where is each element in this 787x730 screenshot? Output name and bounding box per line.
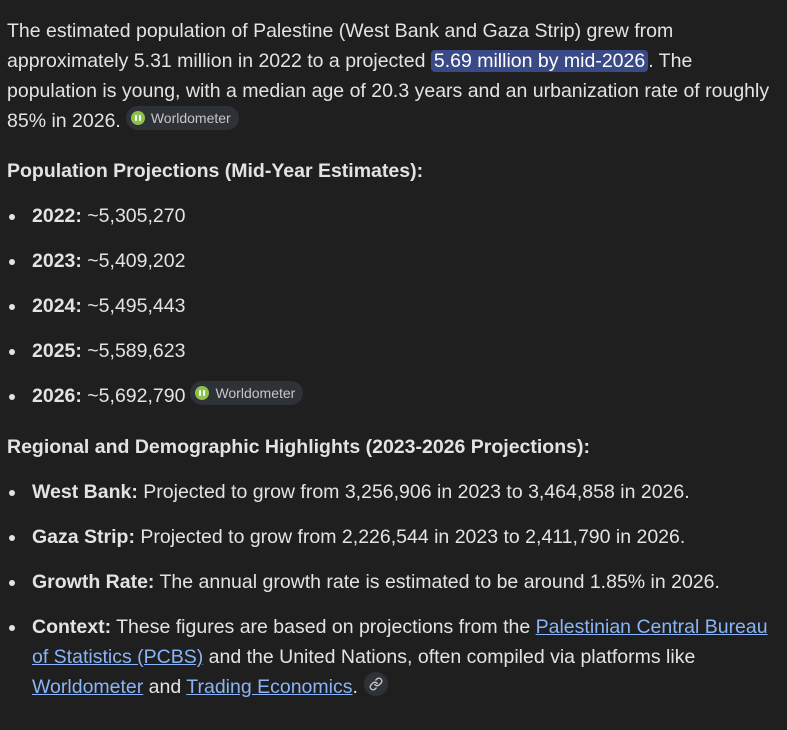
item-text: Projected to grow from 3,256,906 in 2023… xyxy=(137,481,690,503)
worldometer-link[interactable]: Worldometer xyxy=(32,676,144,698)
projections-heading: Population Projections (Mid-Year Estimat… xyxy=(7,160,424,182)
source-chip-worldometer[interactable]: Worldometer xyxy=(190,381,304,405)
item-text: . xyxy=(352,676,358,698)
list-item: 2026: ~5,692,790 Worldometer xyxy=(7,381,775,411)
year-value: ~5,692,790 xyxy=(81,385,186,407)
list-item: Growth Rate: The annual growth rate is e… xyxy=(7,567,775,597)
item-label: Context: xyxy=(32,616,112,638)
list-item: 2024: ~5,495,443 xyxy=(7,291,775,321)
item-text: The annual growth rate is estimated to b… xyxy=(154,571,720,593)
projections-list: 2022: ~5,305,270 2023: ~5,409,202 2024: … xyxy=(7,201,775,411)
list-item: West Bank: Projected to grow from 3,256,… xyxy=(7,477,775,507)
item-text: and xyxy=(143,676,187,698)
item-text: These figures are based on projections f… xyxy=(111,616,536,638)
year-label: 2022: xyxy=(32,205,82,227)
source-chip-label: Worldometer xyxy=(215,385,296,401)
sources-link-button[interactable] xyxy=(363,672,388,696)
intro-text-2: . The population is young, with a median… xyxy=(7,50,770,132)
year-value: ~5,409,202 xyxy=(81,250,186,272)
item-label: West Bank: xyxy=(32,481,138,503)
year-value: ~5,305,270 xyxy=(81,205,186,227)
year-label: 2025: xyxy=(32,340,82,362)
link-icon xyxy=(369,677,383,691)
worldometer-logo-icon xyxy=(195,386,210,400)
item-label: Growth Rate: xyxy=(32,571,155,593)
item-label: Gaza Strip: xyxy=(32,526,135,548)
list-item: 2023: ~5,409,202 xyxy=(7,246,775,276)
list-item: 2022: ~5,305,270 xyxy=(7,201,775,231)
item-text: Projected to grow from 2,226,544 in 2023… xyxy=(134,526,686,548)
year-label: 2024: xyxy=(32,295,82,317)
intro-text-1: The estimated population of Palestine (W… xyxy=(7,20,674,72)
item-text: and the United Nations, often compiled v… xyxy=(203,646,696,668)
year-value: ~5,495,443 xyxy=(81,295,186,317)
highlights-list: West Bank: Projected to grow from 3,256,… xyxy=(7,477,775,702)
worldometer-logo-icon xyxy=(130,111,145,125)
pcbs-link[interactable]: Palestinian Central Bureau of Statistics… xyxy=(32,616,768,668)
source-chip-label: Worldometer xyxy=(150,110,231,126)
source-chip-worldometer[interactable]: Worldometer xyxy=(125,106,239,130)
intro-paragraph: The estimated population of Palestine (W… xyxy=(7,16,775,136)
list-item: Gaza Strip: Projected to grow from 2,226… xyxy=(7,522,775,552)
list-item: Context: These figures are based on proj… xyxy=(7,612,775,702)
year-label: 2026: xyxy=(32,385,82,407)
list-item: 2025: ~5,589,623 xyxy=(7,336,775,366)
year-label: 2023: xyxy=(32,250,82,272)
year-value: ~5,589,623 xyxy=(81,340,186,362)
trading-economics-link[interactable]: Trading Economics xyxy=(186,676,353,698)
highlighted-figure: 5.69 million by mid-2026 xyxy=(430,50,649,72)
highlights-heading: Regional and Demographic Highlights (202… xyxy=(7,436,590,458)
response-content: The estimated population of Palestine (W… xyxy=(7,16,775,702)
